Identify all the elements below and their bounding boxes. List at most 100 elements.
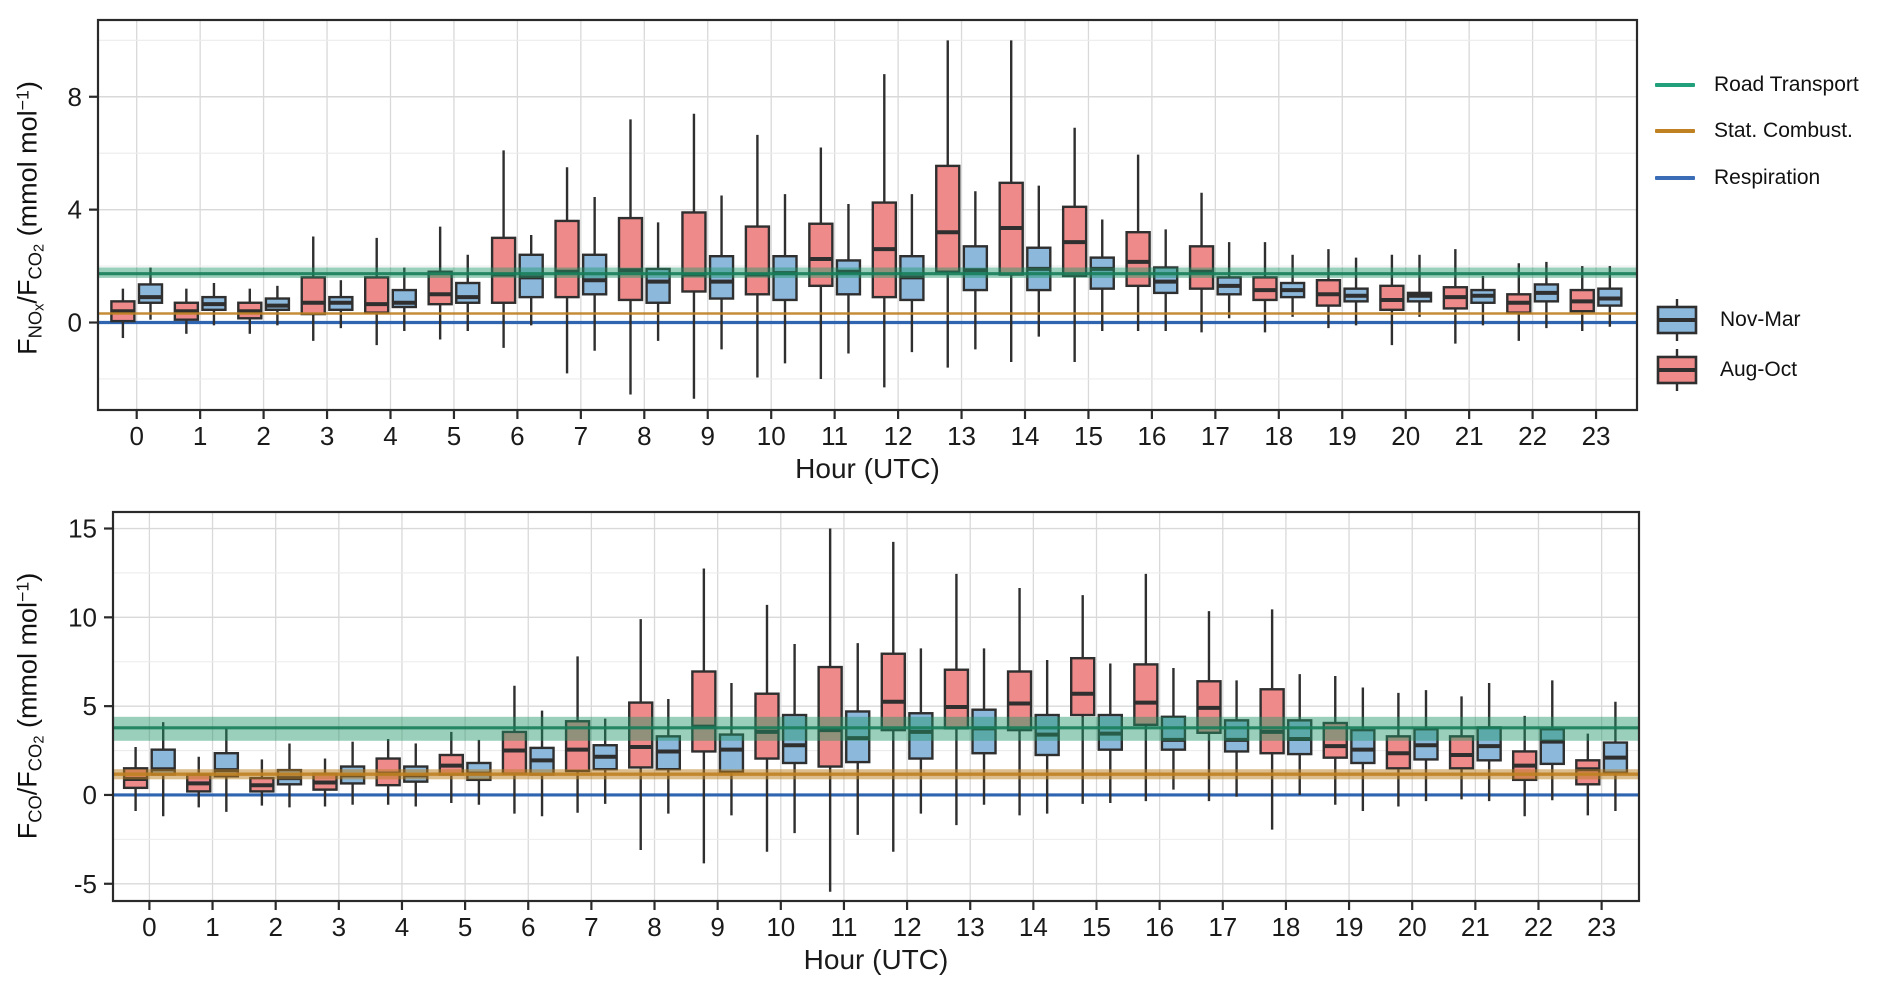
box-nov_mar-hour-10 [772, 194, 798, 364]
x-tick-label: 4 [383, 421, 397, 451]
x-tick-label: 21 [1461, 912, 1490, 942]
iqr-box [908, 712, 934, 760]
y-axis-title-segment: 2 [31, 243, 48, 253]
legend-label-stat-combust: Stat. Combust. [1714, 119, 1853, 142]
box-nov_mar-hour-3 [328, 280, 354, 329]
box-nov_mar-hour-20 [1413, 690, 1439, 802]
iqr-box [645, 267, 671, 304]
x-tick-label: 1 [193, 421, 207, 451]
box-nov_mar-hour-8 [655, 699, 682, 814]
y-axis-title-segment: CO [24, 743, 46, 772]
x-tick-label: 22 [1524, 912, 1553, 942]
box-nov_mar-hour-14 [1034, 659, 1060, 814]
iqr-box [137, 283, 164, 304]
y-tick-label: 10 [68, 602, 97, 632]
x-tick-label: 8 [637, 421, 651, 451]
box-nov_mar-hour-12 [908, 648, 934, 814]
iqr-box [490, 236, 517, 304]
iqr-box [1259, 688, 1285, 755]
box-nov_mar-hour-4 [391, 267, 417, 331]
iqr-box [455, 281, 481, 304]
x-axis-title: Hour (UTC) [795, 453, 940, 484]
box-aug_oct-hour-19 [1315, 249, 1342, 329]
x-tick-label: 12 [884, 421, 913, 451]
box-aug_oct-hour-9 [681, 113, 707, 399]
x-tick-label: 19 [1335, 912, 1364, 942]
box-aug_oct-hour-20 [1379, 254, 1405, 346]
x-tick-label: 6 [521, 912, 535, 942]
iqr-box [817, 665, 843, 768]
y-axis-title-segment: x [31, 303, 48, 311]
x-tick-label: 17 [1208, 912, 1237, 942]
legend-item-respiration: Respiration [1655, 163, 1820, 193]
iqr-box [880, 652, 906, 732]
x-tick-label: 10 [766, 912, 795, 942]
x-tick-label: 16 [1145, 912, 1174, 942]
box-aug_oct-hour-18 [1259, 609, 1285, 830]
iqr-box [708, 255, 735, 300]
box-aug_oct-hour-5 [427, 226, 453, 340]
y-tick-label: 4 [68, 195, 82, 225]
iqr-box [628, 701, 654, 769]
box-nov_mar-hour-16 [1152, 229, 1179, 331]
box-nov_mar-hour-0 [137, 267, 164, 320]
y-axis-title-segment: (mmol mol [12, 602, 43, 736]
box-aug_oct-hour-16 [1125, 154, 1151, 331]
box-nov_mar-hour-8 [645, 222, 671, 341]
x-tick-label: 14 [1019, 912, 1048, 942]
box-aug_oct-hour-23 [1569, 266, 1595, 331]
iqr-box [772, 255, 798, 302]
legend-label-nov-mar: Nov-Mar [1720, 308, 1801, 331]
box-nov_mar-hour-1 [201, 283, 227, 326]
x-tick-label: 8 [647, 912, 661, 942]
y-tick-label: 0 [68, 308, 82, 338]
box-nov_mar-hour-9 [718, 683, 745, 816]
box-nov_mar-hour-6 [518, 235, 544, 326]
box-aug_oct-hour-1 [186, 756, 212, 808]
x-tick-label: 12 [893, 912, 922, 942]
box-aug_oct-hour-10 [744, 134, 771, 378]
box-aug_oct-hour-7 [554, 167, 580, 374]
box-aug_oct-hour-21 [1442, 249, 1469, 344]
box-aug_oct-hour-17 [1188, 192, 1215, 333]
box-aug_oct-hour-7 [564, 656, 591, 813]
x-tick-label: 22 [1518, 421, 1547, 451]
y-axis-title-segment: / [12, 787, 43, 796]
box-aug_oct-hour-8 [617, 119, 644, 395]
box-aug_oct-hour-6 [501, 685, 528, 814]
box-aug_oct-hour-4 [364, 237, 390, 346]
legend: Road Transport Stat. Combust. Respiratio… [1645, 0, 1890, 991]
y-axis-title-segment: / [12, 296, 43, 304]
respiration-line-swatch [1655, 176, 1695, 180]
legend-item-aug-oct: Aug-Oct [1653, 347, 1797, 393]
iqr-box [744, 225, 771, 296]
iqr-box [617, 216, 644, 302]
y-axis-title-segment: F [12, 771, 43, 788]
iqr-box [1448, 735, 1475, 770]
box-nov_mar-hour-5 [455, 254, 481, 331]
x-axis-co-co2: 0 1 2 3 4 5 6 7 8 9 10 11 12 13 14 15 16 17 18 19 20 21 22 23Ho… [142, 901, 1616, 975]
box-aug_oct-hour-13 [943, 573, 970, 826]
y-tick-label: 15 [68, 514, 97, 544]
box-nov_mar-hour-11 [835, 203, 862, 354]
legend-label-aug-oct: Aug-Oct [1720, 358, 1798, 381]
y-axis-title-segment: NO [24, 310, 46, 339]
box-nov_mar-hour-19 [1343, 257, 1369, 326]
box-aug_oct-hour-11 [817, 528, 843, 892]
iqr-box [835, 259, 862, 296]
y-axis-title-segment: F [12, 338, 43, 355]
nov-mar-box-swatch [1653, 297, 1701, 343]
y-axis-nox-co2: 0 4 8 [68, 82, 98, 338]
box-nov_mar-hour-22 [1533, 261, 1560, 329]
box-aug_oct-hour-15 [1061, 127, 1088, 363]
box-aug_oct-hour-14 [998, 40, 1024, 363]
y-axis-title-segment: −1 [12, 90, 33, 111]
x-tick-label: 13 [947, 421, 976, 451]
y-tick-label: -5 [74, 869, 97, 899]
x-tick-label: 16 [1137, 421, 1166, 451]
y-axis-title-segment: (mmol mol [12, 110, 43, 244]
box-nov_mar-hour-23 [1597, 266, 1623, 327]
x-tick-label: 1 [205, 912, 219, 942]
legend-label-respiration: Respiration [1714, 166, 1821, 189]
